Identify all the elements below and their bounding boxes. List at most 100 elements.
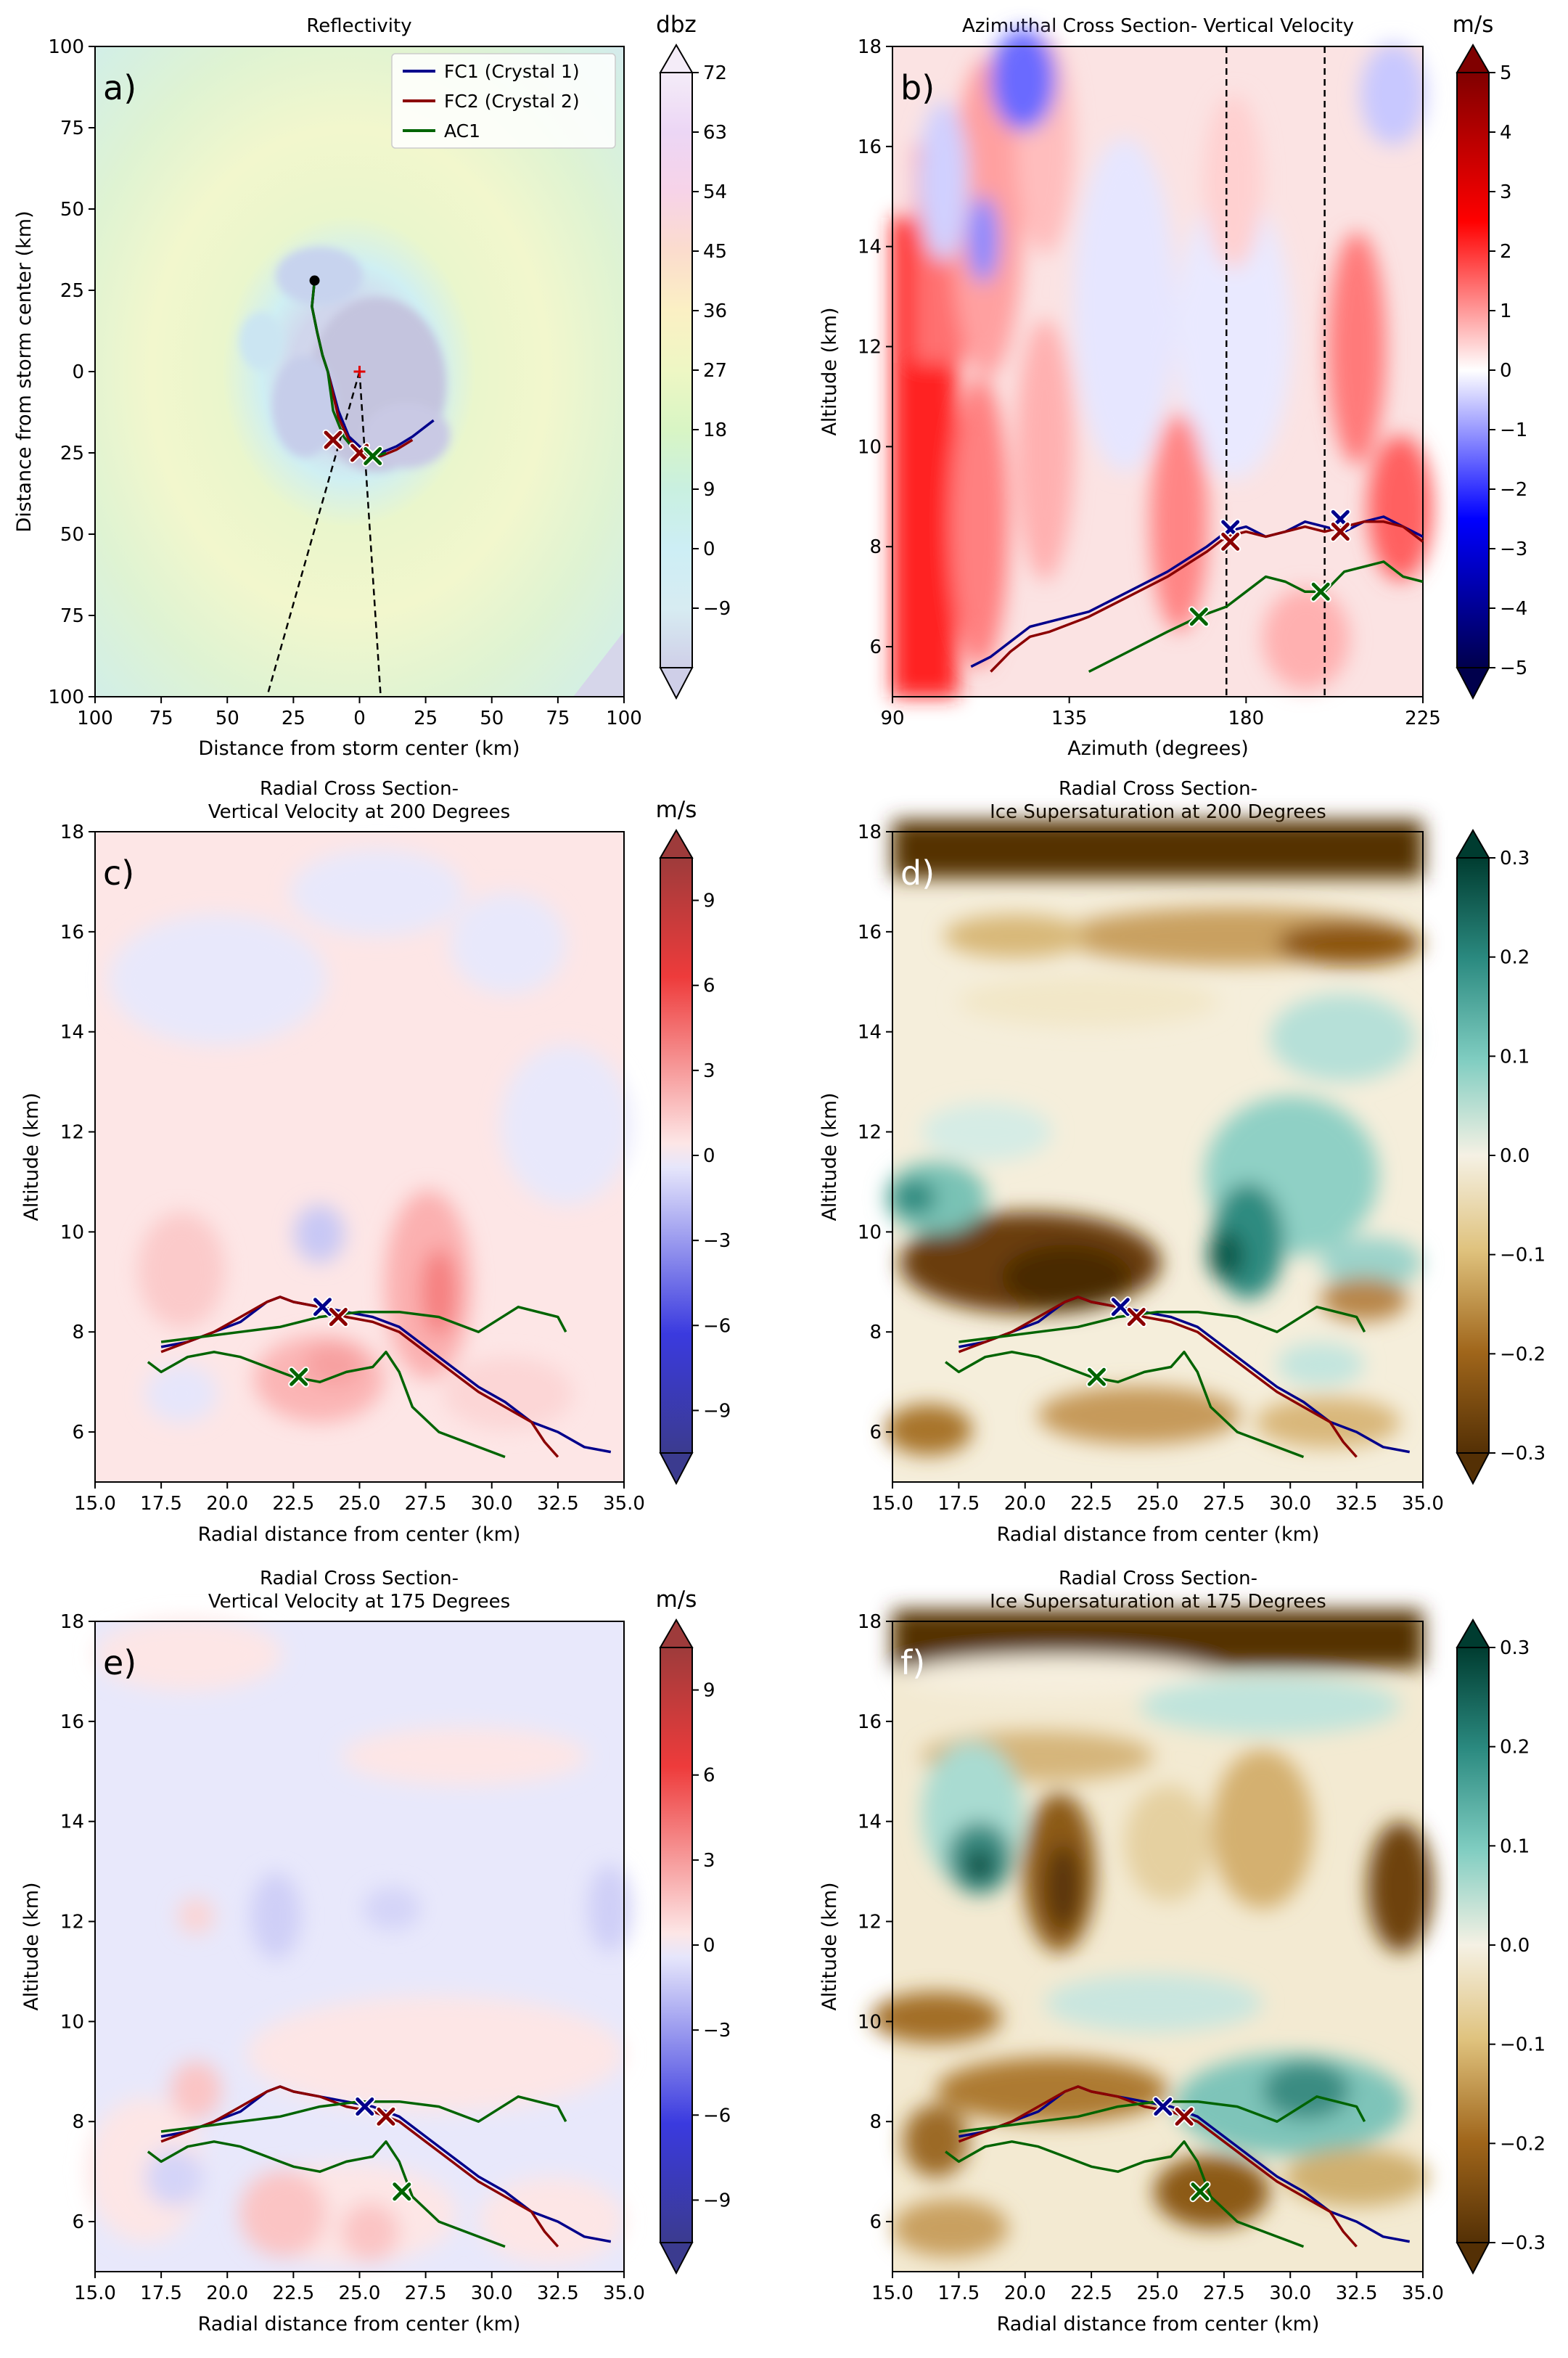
panel-e: Radial Cross Section- Vertical Velocity … — [20, 1568, 731, 2336]
y-tick-label: 0 — [72, 361, 84, 383]
x-tick-label: 30.0 — [471, 2283, 513, 2304]
colorbar-tick-label: 0.0 — [1500, 1935, 1530, 1957]
y-tick-label: 14 — [60, 1022, 84, 1044]
colorbar-tick-label: −3 — [703, 1230, 731, 1252]
y-tick-label: 18 — [60, 822, 84, 843]
sample-marker-x — [327, 1306, 349, 1328]
panel-e-cb-unit: m/s — [656, 1587, 697, 1613]
x-tick-label: 50 — [216, 708, 239, 729]
x-tick-label: 32.5 — [1336, 1493, 1378, 1515]
y-tick-label: 10 — [858, 1221, 882, 1243]
y-tick-label: 12 — [60, 1912, 84, 1933]
x-tick-label: 27.5 — [1203, 1493, 1245, 1515]
sample-marker-x — [1188, 606, 1210, 628]
panel-f-ticks: 15.0 17.5 20.0 22.5 25.0 27.5 30.0 32.5 35.0 6 8 10… — [858, 1611, 1444, 2304]
panel-e-series — [147, 2085, 612, 2248]
series-ac1-line — [945, 1351, 1305, 1459]
colorbar-tick-label: 5 — [1500, 62, 1512, 84]
x-tick-label: 15.0 — [74, 1493, 116, 1515]
y-tick-label: 14 — [858, 1022, 882, 1044]
panel-a: Reflectivity 100 75 50 25 0 25 50 75 10010075502… — [13, 12, 731, 760]
y-tick-label: 14 — [60, 1812, 84, 1833]
y-tick-label: 12 — [60, 1122, 84, 1144]
series-ac1-line — [147, 1351, 506, 1459]
panel-b-ylabel: Altitude (km) — [818, 307, 841, 435]
sample-marker-x — [1173, 2105, 1195, 2127]
y-tick-label: 10 — [60, 1221, 84, 1243]
x-tick-label: 90 — [880, 708, 904, 729]
colorbar-tick-label: 0 — [1500, 360, 1512, 382]
series-ac1-upper-line — [160, 2095, 567, 2133]
series-ac1-upper-line — [160, 1306, 567, 1343]
x-tick-label: 15.0 — [871, 2283, 914, 2304]
x-tick-label: 135 — [1051, 708, 1088, 729]
panel-c-colorbar: m/s 9 6 3 0 −3 −6 −9 — [656, 797, 731, 1486]
legend-fc2: FC2 (Crystal 2) — [444, 91, 580, 112]
x-tick-label: 100 — [77, 708, 113, 729]
series-fc2-crystal-2--line — [160, 1295, 559, 1458]
y-tick-label: 6 — [869, 636, 882, 658]
panel-c-label: c) — [103, 853, 134, 893]
panel-f-subtitle: Ice Supersaturation at 175 Degrees — [990, 1591, 1326, 1613]
x-tick-label: 225 — [1405, 708, 1441, 729]
panel-d-ylabel: Altitude (km) — [818, 1092, 841, 1221]
colorbar-tick-label: 3 — [703, 1060, 715, 1082]
y-tick-label: 10 — [858, 436, 882, 458]
y-tick-label: 10 — [858, 2011, 882, 2033]
panel-b-cb-unit: m/s — [1453, 12, 1494, 38]
colorbar-tick-label: 54 — [703, 181, 727, 203]
panel-c-subtitle: Vertical Velocity at 200 Degrees — [208, 801, 510, 823]
panel-b-label: b) — [900, 68, 935, 107]
panel-e-field — [87, 1618, 631, 2272]
x-tick-label: 20.0 — [206, 2283, 248, 2304]
x-tick-label: 20.0 — [1004, 2283, 1046, 2304]
y-tick-label: 18 — [858, 822, 882, 843]
sample-marker-x — [1085, 1366, 1107, 1388]
panel-c-cb-unit: m/s — [656, 797, 697, 823]
x-tick-label: 25 — [414, 708, 438, 729]
panel-f-ylabel: Altitude (km) — [818, 1882, 841, 2010]
x-tick-label: 20.0 — [206, 1493, 248, 1515]
x-tick-label: 25.0 — [1137, 1493, 1179, 1515]
y-tick-label: 50 — [60, 524, 84, 546]
x-tick-label: 15.0 — [74, 2283, 116, 2304]
colorbar-tick-label: 3 — [703, 1850, 715, 1872]
sample-marker-x — [1152, 2096, 1174, 2118]
x-tick-label: 25.0 — [339, 2283, 381, 2304]
panel-c-series — [147, 1295, 612, 1459]
y-tick-label: 6 — [869, 2211, 882, 2233]
series-fc2-crystal-2--line — [958, 1295, 1358, 1458]
panel-d-title: Radial Cross Section- — [1059, 778, 1257, 800]
x-tick-label: 17.5 — [140, 1493, 182, 1515]
colorbar-tick-label: −0.1 — [1500, 2034, 1546, 2056]
legend-fc1: FC1 (Crystal 1) — [444, 61, 580, 82]
sample-marker-x — [354, 2096, 376, 2118]
panel-d-label: d) — [900, 853, 935, 893]
colorbar-tick-label: 27 — [703, 360, 727, 382]
x-tick-label: 27.5 — [405, 1493, 447, 1515]
storm-center-plus — [353, 366, 366, 377]
y-tick-label: 8 — [72, 2111, 84, 2133]
colorbar-tick-label: −9 — [703, 2190, 731, 2211]
colorbar-tick-label: 6 — [703, 1765, 715, 1787]
panel-d: Radial Cross Section- Ice Supersaturatio… — [818, 778, 1546, 1546]
x-tick-label: 35.0 — [1402, 2283, 1444, 2304]
x-tick-label: 75 — [149, 708, 173, 729]
panel-a-series — [266, 275, 435, 697]
panel-d-xlabel: Radial distance from center (km) — [997, 1523, 1320, 1546]
series-ac1-line — [945, 2140, 1305, 2248]
colorbar-tick-label: 1 — [1500, 300, 1512, 322]
panel-b-series — [970, 508, 1424, 674]
panel-d-colorbar: 0.3 0.2 0.1 0.0 −0.1 −0.2 −0.3 — [1456, 829, 1546, 1486]
x-tick-label: 0 — [353, 708, 366, 729]
series-ac1-line — [1088, 560, 1424, 674]
x-tick-label: 22.5 — [1070, 1493, 1112, 1515]
x-tick-label: 22.5 — [272, 2283, 314, 2304]
panel-a-colorbar: dbz 72 63 54 45 36 27 18 9 0 −9 — [656, 12, 731, 700]
x-tick-label: 75 — [546, 708, 570, 729]
colorbar-tick-label: −0.2 — [1500, 2133, 1546, 2155]
panel-b-field — [892, 29, 1433, 697]
colorbar-tick-label: −6 — [703, 2105, 731, 2126]
panel-e-title: Radial Cross Section- — [260, 1568, 459, 1589]
x-tick-label: 17.5 — [937, 2283, 980, 2304]
